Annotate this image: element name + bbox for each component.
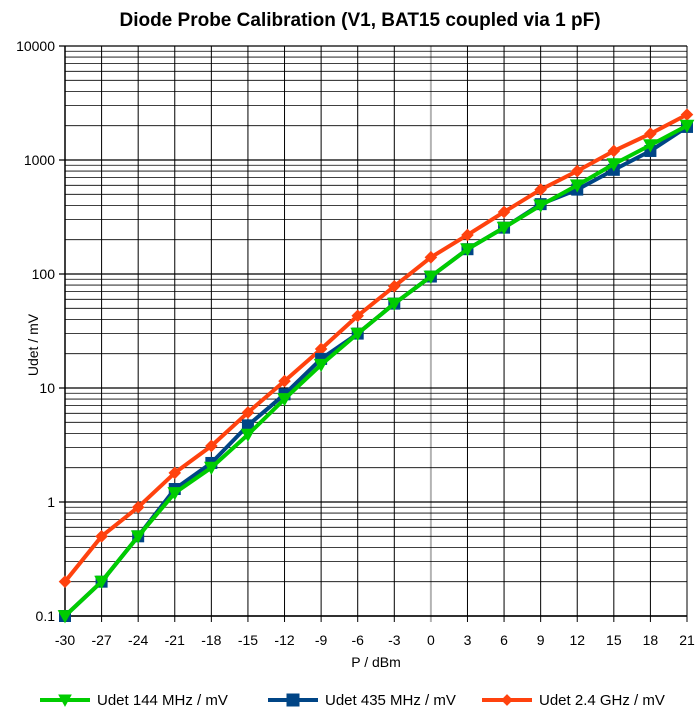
- x-tick-label: -3: [388, 632, 401, 648]
- data-point-triangle: [57, 610, 73, 624]
- y-tick-label: 1: [47, 494, 55, 510]
- data-point-diamond: [680, 108, 694, 121]
- grid-lines: [59, 45, 688, 622]
- series-layer: [57, 108, 695, 624]
- data-point-triangle: [240, 428, 256, 442]
- data-point-triangle: [277, 393, 292, 407]
- data-point-diamond: [424, 251, 438, 264]
- data-point-diamond: [278, 374, 291, 388]
- data-point-diamond: [351, 309, 365, 323]
- legend: Udet 144 MHz / mV Udet 435 MHz / mV Udet 2…: [40, 692, 665, 709]
- series-line: [63, 125, 689, 618]
- y-tick-label: 1000: [24, 152, 55, 168]
- y-tick-label: 100: [32, 266, 56, 282]
- data-point-triangle: [167, 487, 183, 501]
- x-tick-label: -9: [315, 632, 328, 648]
- x-tick-label: 0: [427, 632, 435, 648]
- x-tick-label: 6: [500, 632, 508, 648]
- x-tick-label: -6: [351, 632, 364, 648]
- data-point-triangle: [350, 327, 366, 341]
- data-point-triangle: [130, 530, 146, 544]
- data-point-triangle: [496, 221, 512, 236]
- y-tick-label: 10: [39, 380, 55, 396]
- data-point-triangle: [643, 139, 658, 153]
- series-2: [58, 108, 694, 588]
- data-point-diamond: [461, 228, 474, 242]
- data-point-diamond: [387, 280, 401, 293]
- data-point-diamond: [58, 575, 72, 588]
- x-tick-label: -18: [201, 632, 221, 648]
- data-point-square: [286, 693, 300, 707]
- x-tick-label: -21: [165, 632, 185, 648]
- legend-label: Udet 2.4 GHz / mV: [539, 692, 665, 709]
- x-tick-label: -30: [55, 632, 75, 648]
- data-point-triangle: [533, 199, 548, 213]
- legend-label: Udet 435 MHz / mV: [325, 692, 456, 709]
- legend-item-1: Udet 435 MHz / mV: [268, 692, 456, 709]
- x-tick-label: -15: [238, 632, 258, 648]
- x-tick-label: -24: [128, 632, 148, 648]
- legend-item-2: Udet 2.4 GHz / mV: [482, 692, 665, 709]
- x-axis-label: P / dBm: [351, 654, 401, 670]
- series-1: [59, 120, 693, 622]
- x-tick-label: 9: [537, 632, 545, 648]
- data-point-diamond: [534, 183, 547, 196]
- data-point-diamond: [501, 694, 513, 706]
- x-tick-label: 3: [464, 632, 472, 648]
- x-tick-label: 18: [643, 632, 659, 648]
- data-point-triangle: [460, 243, 475, 257]
- data-point-diamond: [168, 466, 182, 480]
- tick-labels: -30 -27 -24 -21 -18 -15 -12 -9 -6 -3 0 3 6 9 12 15 18 210…: [16, 38, 695, 648]
- series-line: [63, 123, 688, 618]
- y-tick-label: 0.1: [36, 608, 56, 624]
- x-tick-label: -12: [274, 632, 294, 648]
- x-tick-label: 12: [569, 632, 585, 648]
- data-point-diamond: [607, 144, 621, 158]
- x-tick-label: 21: [679, 632, 695, 648]
- data-point-square: [241, 419, 254, 432]
- data-point-diamond: [644, 127, 657, 141]
- data-point-triangle: [606, 158, 622, 172]
- data-point-triangle: [58, 694, 72, 707]
- data-point-triangle: [423, 270, 439, 284]
- data-point-triangle: [569, 179, 585, 193]
- data-point-diamond: [314, 342, 328, 356]
- series-0: [57, 119, 695, 624]
- data-point-diamond: [497, 205, 511, 219]
- data-point-diamond: [241, 406, 255, 419]
- y-axis-label: Udet / mV: [25, 313, 41, 376]
- data-point-triangle: [386, 297, 402, 311]
- data-point-diamond: [95, 530, 108, 543]
- data-point-diamond: [131, 500, 145, 514]
- x-tick-label: 15: [606, 632, 622, 648]
- data-point-triangle: [679, 119, 695, 134]
- data-point-triangle: [94, 575, 109, 590]
- axes: [64, 46, 687, 617]
- legend-label: Udet 144 MHz / mV: [97, 692, 228, 709]
- data-point-diamond: [205, 439, 218, 453]
- legend-item-0: Udet 144 MHz / mV: [40, 692, 228, 709]
- data-point-diamond: [570, 164, 584, 178]
- series-line: [63, 112, 688, 583]
- data-point-triangle: [204, 461, 219, 476]
- data-point-triangle: [313, 358, 329, 373]
- y-tick-label: 10000: [16, 38, 55, 54]
- chart-title: Diode Probe Calibration (V1, BAT15 coupl…: [119, 10, 600, 31]
- x-tick-label: -27: [91, 632, 111, 648]
